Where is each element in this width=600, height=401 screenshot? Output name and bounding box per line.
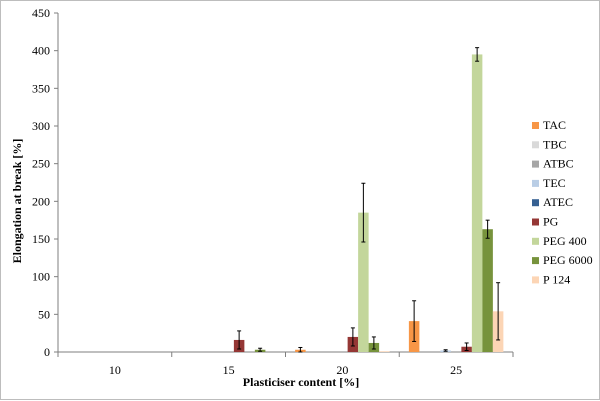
legend-label: PG	[543, 215, 559, 229]
y-tick-label: 400	[32, 44, 50, 58]
legend-label: ATEC	[543, 195, 573, 209]
legend-swatch	[532, 257, 539, 265]
bar	[379, 351, 390, 352]
legend-label: P 124	[543, 272, 570, 286]
legend-swatch	[532, 199, 539, 207]
legend-swatch	[532, 237, 539, 245]
legend-label: TEC	[543, 176, 566, 190]
legend-label: ATBC	[543, 157, 574, 171]
y-tick-label: 100	[32, 270, 50, 284]
x-axis-title: Plasticiser content [%]	[243, 375, 359, 389]
legend-label: PEG 6000	[543, 253, 593, 267]
legend-label: TAC	[543, 118, 566, 132]
y-tick-label: 50	[38, 307, 50, 321]
legend-swatch	[532, 218, 539, 226]
legend: TAC TBC ATBC TEC ATEC PG PEG 400 PEG 6000 P 124	[532, 118, 593, 286]
y-axis-title: Elongation at break [%]	[10, 139, 24, 264]
y-tick-label: 250	[32, 157, 50, 171]
y-axis-title-group: Elongation at break [%]	[10, 139, 24, 264]
legend-swatch	[532, 276, 539, 284]
y-tick-label: 350	[32, 81, 50, 95]
legend-swatch	[532, 160, 539, 168]
legend-label: TBC	[543, 137, 566, 151]
y-tick-label: 0	[44, 345, 50, 359]
x-tick-label: 10	[109, 363, 121, 377]
y-tick-label: 300	[32, 119, 50, 133]
y-tick-label: 150	[32, 232, 50, 246]
x-tick-label: 20	[336, 363, 348, 377]
legend-swatch	[532, 141, 539, 149]
y-tick-label: 200	[32, 194, 50, 208]
legend-swatch	[532, 122, 539, 129]
plot-area: 0 50 100 150 200 250 300 350 400 450 10 15 20 25	[32, 6, 514, 377]
x-tick-label: 25	[450, 363, 462, 377]
y-tick-label: 450	[32, 6, 50, 20]
legend-swatch	[532, 179, 539, 187]
x-tick-label: 15	[223, 363, 235, 377]
bar	[358, 212, 369, 352]
bar	[471, 54, 483, 352]
legend-label: PEG 400	[543, 234, 587, 248]
bar	[482, 229, 493, 352]
